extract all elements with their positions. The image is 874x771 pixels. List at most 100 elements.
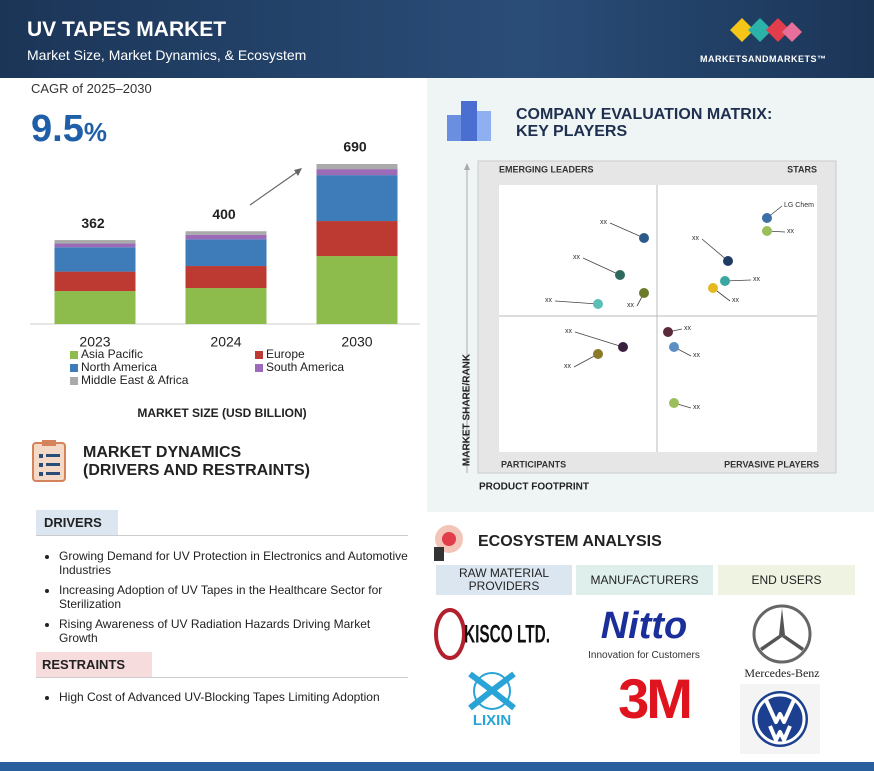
bar-segment	[54, 247, 136, 272]
growth-arrow-head	[294, 168, 302, 176]
quadrant-label: STARS	[787, 164, 817, 174]
logo-mercedes-text: Mercedes-Benz	[744, 666, 820, 680]
cagr-unit: %	[83, 117, 107, 147]
restraints-list: High Cost of Advanced UV-Blocking Tapes …	[41, 690, 419, 710]
company-dot	[639, 233, 649, 243]
legend-item: Asia Pacific	[70, 348, 255, 361]
company-label: xx	[564, 363, 572, 370]
company-dot	[615, 270, 625, 280]
growth-arrow	[249, 169, 301, 206]
y-axis-label: MARKET SHARE/RANK	[462, 353, 473, 466]
legend-item: Middle East & Africa	[70, 374, 255, 387]
legend-swatch	[70, 376, 78, 385]
logo-mercedes	[752, 604, 812, 664]
x-tick-label: 2023	[79, 334, 110, 350]
dynamics-title-line: (DRIVERS AND RESTRAINTS)	[83, 462, 310, 479]
legend-label: Middle East & Africa	[81, 373, 189, 387]
matrix-title-line: COMPANY EVALUATION MATRIX:	[516, 106, 773, 123]
company-dot	[723, 256, 733, 266]
total-label: 400	[212, 206, 236, 222]
logo-kisco: KISCO LTD.	[434, 608, 550, 660]
leader-line	[582, 257, 621, 276]
company-label: xx	[573, 254, 581, 261]
legend-label: North America	[81, 360, 158, 374]
company-label: xx	[600, 219, 608, 226]
company-dot	[762, 226, 772, 236]
bar-segment	[316, 221, 398, 257]
bar-segment	[316, 175, 398, 222]
legend-item: Europe	[255, 348, 370, 361]
leader-line	[554, 300, 599, 305]
driver: Growing Demand for UV Protection in Elec…	[59, 549, 409, 577]
ecosystem-title: ECOSYSTEM ANALYSIS	[478, 533, 662, 550]
column-header: MANUFACTURERS	[576, 565, 713, 595]
header-band	[0, 0, 874, 78]
company-label: xx	[545, 297, 553, 304]
company-dot	[669, 398, 679, 408]
bar-segment	[316, 164, 398, 170]
company-label: LG Chem	[784, 202, 814, 209]
bar-segment	[316, 169, 398, 176]
cagr-label: CAGR of 2025–2030	[31, 81, 152, 96]
dynamics-title: MARKET DYNAMICS (DRIVERS AND RESTRAINTS)	[83, 444, 310, 480]
company-label: xx	[693, 352, 701, 359]
dynamics-icon	[32, 440, 66, 482]
leader-line	[701, 238, 729, 262]
bar-segment	[185, 239, 267, 267]
leader-line	[609, 222, 645, 239]
company-dot	[593, 349, 603, 359]
company-label: xx	[692, 235, 700, 242]
logo-text: KISCO LTD.	[464, 621, 550, 649]
quadrant-label: PERVASIVE PLAYERS	[724, 459, 819, 469]
bar-segment	[185, 266, 267, 289]
company-label: xx	[753, 276, 761, 283]
column-header: RAW MATERIAL PROVIDERS	[436, 565, 572, 595]
matrix-title: COMPANY EVALUATION MATRIX: KEY PLAYERS	[516, 106, 772, 140]
total-label: 690	[343, 140, 367, 155]
brand-icon	[730, 18, 802, 42]
company-dot	[720, 276, 730, 286]
bar-segment	[54, 271, 136, 292]
legend-swatch	[70, 350, 78, 359]
company-dot	[669, 342, 679, 352]
company-label: xx	[732, 297, 740, 304]
legend-swatch	[70, 363, 78, 372]
logo-nitto-tagline: Innovation for Customers	[588, 650, 700, 661]
x-axis-label: PRODUCT FOOTPRINT	[479, 482, 589, 493]
total-label: 362	[81, 215, 105, 231]
legend-item: North America	[70, 361, 255, 374]
bar-segment	[185, 234, 267, 240]
title: UV TAPES MARKET	[27, 18, 227, 41]
company-label: xx	[787, 228, 795, 235]
restraints-header-row: RESTRAINTS	[36, 652, 408, 678]
cagr-value: 9.5	[31, 108, 84, 150]
restraint: High Cost of Advanced UV-Blocking Tapes …	[59, 690, 419, 704]
x-axis-label: MARKET SIZE (USD BILLION)	[137, 406, 307, 420]
x-tick-label: 2024	[210, 334, 241, 350]
logo-lixin-mark	[468, 671, 516, 711]
drivers-list: Growing Demand for UV Protection in Elec…	[41, 549, 409, 651]
bar-segment	[54, 291, 136, 324]
drivers-header-row: DRIVERS	[36, 510, 408, 536]
ecosystem-icon	[434, 525, 463, 561]
bar-segment	[185, 288, 267, 324]
dynamics-title-line: MARKET DYNAMICS	[83, 444, 242, 461]
bar-segment	[185, 231, 267, 235]
drivers-heading: DRIVERS	[36, 510, 118, 535]
company-dot	[618, 342, 628, 352]
company-label: xx	[693, 404, 701, 411]
matrix: MARKET SHARE/RANK PRODUCT FOOTPRINT EMER…	[462, 160, 837, 493]
company-dot	[762, 213, 772, 223]
matrix-title-line: KEY PLAYERS	[516, 123, 628, 140]
company-dot	[593, 299, 603, 309]
y-axis-arrow-head	[464, 163, 470, 170]
matrix-icon	[447, 101, 491, 141]
logo-3m: 3M	[618, 667, 693, 730]
restraints-heading: RESTRAINTS	[36, 652, 152, 677]
legend-label: South America	[266, 360, 345, 374]
logo-nitto: Nitto	[600, 605, 688, 647]
matrix-plot	[499, 185, 817, 452]
legend-swatch	[255, 363, 263, 372]
driver: Rising Awareness of UV Radiation Hazards…	[59, 617, 409, 645]
